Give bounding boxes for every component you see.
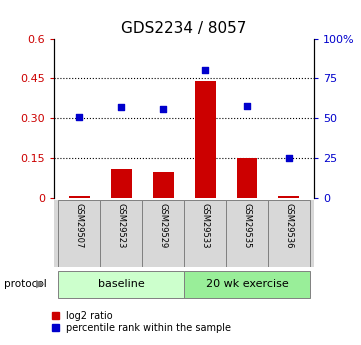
Bar <box>58 271 184 298</box>
Text: ▶: ▶ <box>36 279 45 289</box>
Text: GSM29523: GSM29523 <box>117 203 126 249</box>
Bar <box>142 200 184 267</box>
Bar <box>58 200 100 267</box>
Text: GSM29507: GSM29507 <box>75 203 84 249</box>
Text: baseline: baseline <box>98 279 145 289</box>
Title: GDS2234 / 8057: GDS2234 / 8057 <box>121 21 247 36</box>
Point <box>118 105 124 110</box>
Text: GSM29535: GSM29535 <box>243 203 252 249</box>
Text: GSM29529: GSM29529 <box>158 203 168 248</box>
Bar <box>153 171 174 198</box>
Point <box>77 114 82 119</box>
Text: GSM29536: GSM29536 <box>284 203 293 249</box>
Legend: log2 ratio, percentile rank within the sample: log2 ratio, percentile rank within the s… <box>52 311 231 333</box>
Bar <box>236 158 257 198</box>
Point <box>286 156 292 161</box>
Point <box>202 68 208 73</box>
Bar <box>111 169 132 198</box>
Bar <box>100 200 142 267</box>
Point <box>244 103 250 108</box>
Text: protocol: protocol <box>4 279 46 289</box>
Bar <box>184 200 226 267</box>
Text: GSM29533: GSM29533 <box>201 203 210 249</box>
Bar <box>195 81 216 198</box>
Bar <box>184 271 310 298</box>
Bar <box>268 200 310 267</box>
Bar <box>69 196 90 198</box>
Point <box>160 106 166 111</box>
Bar <box>226 200 268 267</box>
Bar <box>278 196 299 198</box>
Text: 20 wk exercise: 20 wk exercise <box>206 279 288 289</box>
